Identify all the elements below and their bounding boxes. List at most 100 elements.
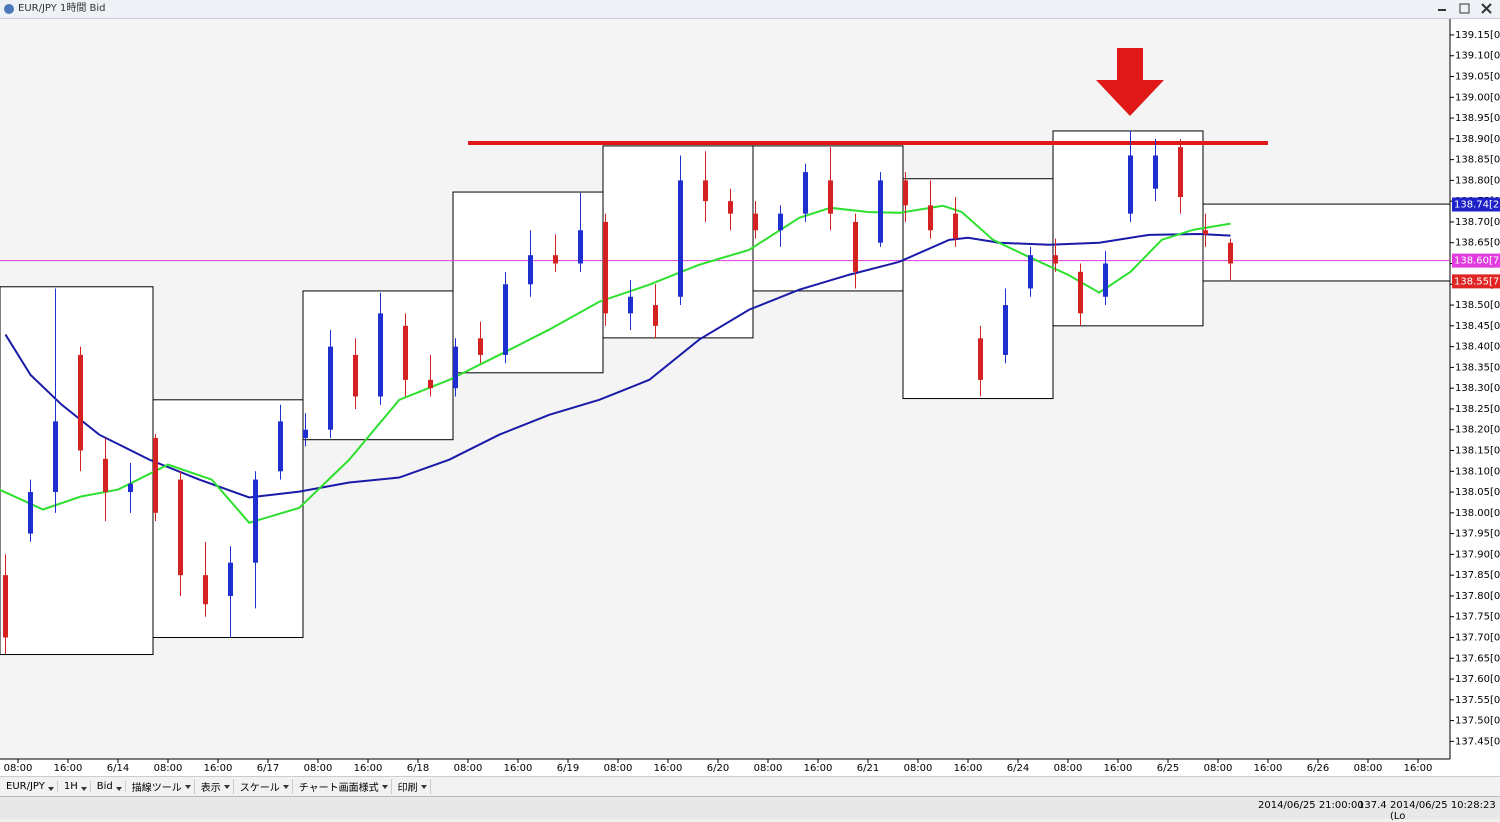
x-tick-label: 6/20 [707, 763, 729, 774]
moving-average [0, 204, 1231, 524]
x-tick-label: 6/26 [1307, 763, 1329, 774]
plot-layer [0, 130, 1451, 656]
x-tick-label: 6/17 [257, 763, 279, 774]
candle-body [353, 354, 358, 397]
title-bar: EUR/JPY 1時間 Bid [0, 0, 1500, 19]
x-tick-label: 08:00 [604, 763, 633, 774]
x-tick-label: 16:00 [54, 763, 83, 774]
candle-body [1153, 155, 1158, 189]
moving-average [4, 233, 1231, 499]
toolbar: EUR/JPY 1H Bid 描線ツール 表示 スケール チャート画面様式 印刷 [0, 776, 1500, 796]
candle-body [728, 201, 733, 214]
y-tick-label: 137.55[0] [1455, 695, 1500, 706]
y-tick-label: 139.10[0] [1455, 51, 1500, 62]
x-tick-label: 08:00 [304, 763, 333, 774]
candle-body [78, 354, 83, 451]
x-tick-label: 6/14 [107, 763, 129, 774]
candle-body [3, 575, 8, 638]
candle-body [103, 458, 108, 493]
candle-body [1078, 271, 1083, 314]
candle-body [128, 483, 133, 493]
y-tick-label: 138.95[0] [1455, 113, 1500, 124]
price-tag [1452, 274, 1500, 289]
y-tick-label: 138.45[0] [1455, 321, 1500, 332]
candle-body [378, 313, 383, 397]
candle-body [953, 213, 958, 239]
candle-body [878, 180, 883, 243]
y-tick-label: 137.50[0] [1455, 716, 1500, 727]
candle-body [753, 213, 758, 231]
y-tick-label: 138.80[0] [1455, 175, 1500, 186]
y-tick-label: 138.30[0] [1455, 383, 1500, 394]
y-tick-label: 138.65[0] [1455, 238, 1500, 249]
x-tick-label: 16:00 [1404, 763, 1433, 774]
candle-body [853, 221, 858, 272]
chart: 137.45[0] 137.50[0] 137.55[0] 137.60[0] 137.… [0, 19, 1500, 776]
candle-body [778, 213, 783, 231]
x-tick-label: 16:00 [1254, 763, 1283, 774]
x-tick-label: 16:00 [504, 763, 533, 774]
candle-body [478, 338, 483, 355]
x-tick-label: 08:00 [154, 763, 183, 774]
price-axis-panel [1450, 19, 1500, 776]
window-title: EUR/JPY 1時間 Bid [18, 3, 106, 14]
y-tick-label: 138.00[0] [1455, 508, 1500, 519]
y-tick-label: 137.95[0] [1455, 529, 1500, 540]
y-tick-label: 138.05[0] [1455, 487, 1500, 498]
y-tick-label: 138.35[0] [1455, 362, 1500, 373]
candle-body [903, 180, 908, 206]
candle-body [428, 379, 433, 389]
x-tick-label: 6/25 [1157, 763, 1179, 774]
candle-body [553, 255, 558, 264]
arrow-annotation [1096, 48, 1164, 116]
candle-body [503, 284, 508, 355]
x-tick-label: 6/21 [857, 763, 879, 774]
x-tick-label: 08:00 [904, 763, 933, 774]
session-range [1202, 203, 1451, 282]
toolbar-button[interactable]: 印刷 [392, 779, 431, 794]
y-tick-label: 139.00[0] [1455, 92, 1500, 103]
app-icon [4, 4, 14, 14]
candle-body [653, 305, 658, 326]
y-tick-label: 137.80[0] [1455, 591, 1500, 602]
toolbar-button[interactable]: 表示 [195, 779, 234, 794]
toolbar-button[interactable]: 描線ツール [126, 779, 195, 794]
y-tick-label: 137.60[0] [1455, 674, 1500, 685]
status-field: 2014/06/25 10:28:23 (Lo [1390, 800, 1496, 822]
plot-background [0, 19, 1450, 759]
candle-body [1128, 155, 1133, 214]
candle-body [1028, 255, 1033, 289]
window-controls[interactable] [1436, 1, 1496, 17]
y-tick-label: 138.20[0] [1455, 425, 1500, 436]
candle-body [603, 221, 608, 314]
x-tick-label: 08:00 [754, 763, 783, 774]
price-tag-label: 138.60[7 [1454, 256, 1499, 267]
y-tick-label: 137.70[0] [1455, 632, 1500, 643]
y-tick-label: 138.90[0] [1455, 134, 1500, 145]
price-tag [1452, 253, 1500, 268]
price-tag [1452, 197, 1500, 212]
status-field: 2014/06/25 21:00:00 [1258, 800, 1364, 811]
y-tick-label: 138.70[0] [1455, 217, 1500, 228]
candle-body [803, 172, 808, 214]
x-tick-label: 6/18 [407, 763, 429, 774]
toolbar-button[interactable]: チャート画面様式 [293, 779, 392, 794]
candle-body [53, 421, 58, 493]
candle-body [453, 346, 458, 389]
y-tick-label: 139.05[0] [1455, 72, 1500, 83]
price-tag-label: 138.55[7 [1454, 276, 1499, 287]
candle-body [1228, 242, 1233, 264]
candle-body [303, 429, 308, 439]
toolbar-button[interactable]: Bid [91, 781, 126, 792]
toolbar-button[interactable]: 1H [58, 781, 91, 792]
x-tick-label: 16:00 [204, 763, 233, 774]
toolbar-button[interactable]: EUR/JPY [0, 781, 58, 792]
y-tick-label: 137.75[0] [1455, 612, 1500, 623]
candle-body [228, 562, 233, 596]
x-tick-label: 16:00 [954, 763, 983, 774]
x-tick-label: 08:00 [454, 763, 483, 774]
candle-body [578, 230, 583, 264]
toolbar-button[interactable]: スケール [234, 779, 293, 794]
candle-body [153, 438, 158, 513]
